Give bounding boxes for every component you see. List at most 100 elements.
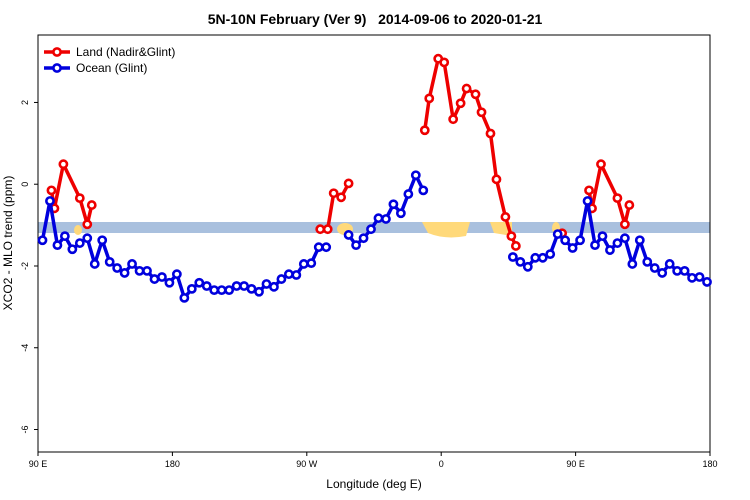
- point: [269, 281, 279, 292]
- point: [522, 261, 533, 272]
- point: [179, 292, 190, 303]
- point: [506, 231, 517, 242]
- point: [97, 235, 108, 246]
- point: [351, 240, 361, 251]
- point: [201, 281, 212, 291]
- point: [74, 193, 85, 204]
- point: [261, 279, 272, 289]
- point: [86, 200, 97, 210]
- point: [657, 268, 668, 278]
- point: [507, 252, 518, 262]
- point: [149, 274, 160, 284]
- point: [694, 272, 705, 282]
- point: [74, 238, 85, 248]
- point: [276, 274, 287, 284]
- point: [373, 213, 384, 224]
- point: [418, 185, 429, 196]
- point: [403, 189, 414, 199]
- point: [545, 249, 556, 260]
- point: [52, 240, 63, 251]
- point: [612, 238, 623, 248]
- chart-title: 5N-10N February (Ver 9) 2014-09-06 to 20…: [208, 11, 543, 27]
- point: [567, 243, 578, 253]
- x-axis-label: Longitude (deg E): [326, 477, 421, 491]
- point: [597, 231, 608, 242]
- point: [306, 258, 317, 269]
- point: [134, 265, 145, 276]
- point: [254, 286, 264, 297]
- point: [612, 193, 623, 204]
- y-tick-label: -4: [20, 344, 30, 352]
- point: [358, 233, 369, 244]
- point: [171, 269, 182, 280]
- point: [216, 285, 227, 296]
- point: [672, 265, 683, 276]
- point: [395, 208, 406, 219]
- point: [164, 277, 175, 288]
- point: [231, 281, 242, 291]
- point: [605, 245, 615, 255]
- point: [515, 256, 526, 267]
- point: [186, 283, 197, 294]
- point: [58, 159, 69, 170]
- plot-frame: [37, 34, 711, 453]
- point: [119, 268, 130, 278]
- point: [82, 233, 93, 244]
- point: [224, 285, 235, 296]
- point: [343, 178, 354, 189]
- point: [388, 199, 399, 210]
- point: [142, 265, 152, 276]
- y-tick-label: 0: [20, 182, 30, 187]
- point: [642, 256, 653, 267]
- y-axis-label: XCO2 - MLO trend (ppm): [1, 176, 15, 311]
- point: [239, 281, 249, 291]
- point: [298, 259, 309, 269]
- point: [619, 219, 630, 230]
- point: [476, 107, 487, 118]
- point: [59, 231, 70, 242]
- point: [157, 272, 167, 282]
- point: [291, 270, 302, 280]
- point: [366, 224, 376, 235]
- x-tick-label: 90 W: [296, 459, 318, 469]
- point: [664, 259, 675, 269]
- point: [461, 83, 472, 94]
- point: [89, 259, 100, 269]
- series-line: [49, 56, 632, 247]
- point: [82, 219, 93, 230]
- point: [67, 244, 78, 255]
- point: [500, 212, 511, 222]
- point: [575, 235, 585, 246]
- point: [530, 252, 541, 263]
- point: [510, 241, 521, 251]
- point: [439, 57, 450, 68]
- point: [552, 229, 563, 239]
- legend-marker: [52, 47, 62, 57]
- point: [491, 174, 502, 185]
- point: [37, 235, 48, 246]
- point: [127, 259, 137, 269]
- point: [649, 263, 660, 273]
- point: [624, 200, 635, 210]
- point: [448, 114, 459, 125]
- point: [634, 235, 645, 246]
- point: [321, 242, 332, 253]
- point: [246, 283, 257, 294]
- point: [702, 277, 712, 287]
- point: [283, 269, 294, 280]
- x-tick-label: 0: [439, 459, 444, 469]
- x-tick-label: 90 E: [566, 459, 585, 469]
- legend-label: Ocean (Glint): [76, 61, 147, 75]
- point: [560, 235, 571, 246]
- point: [104, 256, 115, 267]
- series: [46, 53, 635, 251]
- point: [687, 272, 697, 283]
- point: [343, 230, 354, 240]
- point: [194, 277, 205, 288]
- point: [419, 125, 430, 136]
- point: [381, 214, 391, 224]
- point: [112, 263, 123, 273]
- point: [584, 185, 594, 196]
- point: [315, 224, 326, 235]
